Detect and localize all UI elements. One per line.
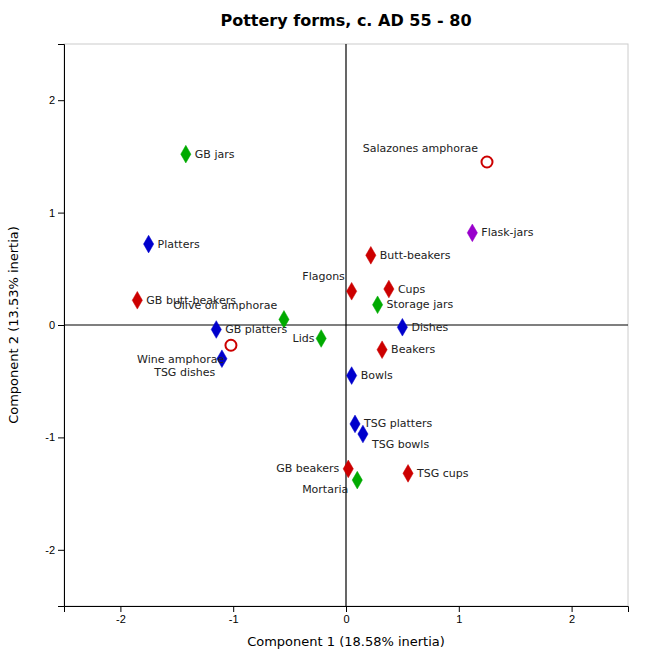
y-axis: -2 -1 0 1 2 <box>45 45 64 607</box>
chart-title: Pottery forms, c. AD 55 - 80 <box>220 11 471 30</box>
tick-label: 0 <box>343 613 349 625</box>
plot-frame <box>64 44 628 606</box>
point <box>467 224 477 242</box>
tick-label: -1 <box>45 431 55 443</box>
point-label: Wine amphorae <box>137 353 224 366</box>
point <box>347 282 357 300</box>
point-label: GB beakers <box>276 462 339 475</box>
tick-mark <box>233 606 234 612</box>
point <box>397 318 407 336</box>
tick: 1 <box>456 606 462 625</box>
chart: -2-1012-2-1012GB jarsPlattersGB butt-bea… <box>0 0 650 660</box>
tick: 0 <box>343 606 349 625</box>
plot-area: -2-1012-2-1012GB jarsPlattersGB butt-bea… <box>45 44 628 625</box>
point-labels: GB jarsPlattersGB butt-beakersGB platter… <box>137 142 534 496</box>
tick: 1 <box>49 207 64 219</box>
point <box>482 157 493 168</box>
tick: -1 <box>45 431 64 443</box>
tick: -2 <box>45 544 64 556</box>
point <box>144 235 154 253</box>
point-label: Flagons <box>302 270 345 283</box>
x-axis-title: Component 1 (18.58% inertia) <box>247 634 445 649</box>
axis-line <box>58 45 65 607</box>
point-label: Lids <box>293 332 315 345</box>
point-label: Cups <box>398 283 426 296</box>
point <box>343 460 353 478</box>
tick: 2 <box>49 94 64 106</box>
point-label: GB platters <box>225 323 287 336</box>
axis-line <box>65 607 629 613</box>
point <box>403 465 413 483</box>
tick-mark <box>58 213 64 214</box>
point-label: Bowls <box>361 369 393 382</box>
point-label: Platters <box>158 238 200 251</box>
tick: 0 <box>49 319 64 331</box>
point-label: Dishes <box>411 321 448 334</box>
point-label: Salazones amphorae <box>363 142 478 155</box>
y-axis-title: Component 2 (13.53% inertia) <box>6 226 21 424</box>
tick-label: -1 <box>229 613 239 625</box>
point-label: Flask-jars <box>481 226 534 239</box>
point <box>350 415 360 433</box>
tick: -2 <box>116 606 126 625</box>
point <box>347 367 357 385</box>
point <box>225 340 236 351</box>
tick-label: 1 <box>456 613 462 625</box>
point <box>384 280 394 298</box>
point-label: Olive oil amphorae <box>173 299 277 312</box>
tick-mark <box>459 606 460 612</box>
tick: 2 <box>569 606 575 625</box>
tick-label: 2 <box>49 94 55 106</box>
tick-label: -2 <box>116 613 126 625</box>
point <box>181 145 191 163</box>
point <box>377 341 387 359</box>
point <box>132 291 142 309</box>
tick-mark <box>58 325 64 326</box>
point-label: TSG dishes <box>153 366 215 379</box>
tick: -1 <box>229 606 239 625</box>
origin-line <box>64 324 628 325</box>
tick-label: 1 <box>49 207 55 219</box>
point-label: Mortaria <box>302 483 348 496</box>
points <box>132 145 492 489</box>
point <box>366 246 376 264</box>
tick-label: -2 <box>45 544 55 556</box>
point-label: Beakers <box>391 343 435 356</box>
tick-label: 2 <box>569 613 575 625</box>
point-label: GB jars <box>195 148 235 161</box>
tick-mark <box>58 550 64 551</box>
point-label: Storage jars <box>387 298 454 311</box>
tick-mark <box>572 606 573 612</box>
point-label: TSG cups <box>416 467 469 480</box>
point <box>352 471 362 489</box>
tick-label: 0 <box>49 319 55 331</box>
tick-mark <box>346 606 347 612</box>
point-label: Butt-beakers <box>380 249 451 262</box>
tick-mark <box>58 100 64 101</box>
tick-mark <box>120 606 121 612</box>
tick-mark <box>58 437 64 438</box>
point-label: TSG bowls <box>371 438 429 451</box>
point-label: TSG platters <box>363 417 432 430</box>
point <box>211 321 221 339</box>
point <box>316 330 326 348</box>
point <box>372 296 382 314</box>
x-axis: -2 -1 0 1 2 <box>65 606 629 625</box>
